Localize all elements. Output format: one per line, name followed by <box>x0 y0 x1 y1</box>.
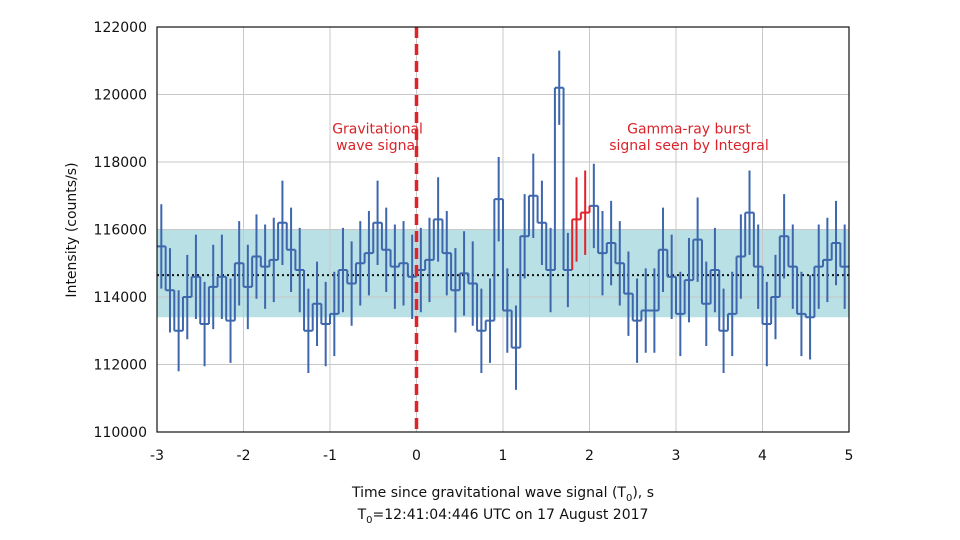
y-axis-title: Intensity (counts/s) <box>64 162 80 297</box>
y-tick-label: 110000 <box>94 425 147 441</box>
y-tick-label: 116000 <box>94 223 147 239</box>
y-tick-labels: 110000 112000 114000 116000 118000 120000 1220… <box>94 20 147 441</box>
x-tick-label: 1 <box>499 448 508 464</box>
grb-highlight-series <box>571 170 591 270</box>
t0-sub: 0 <box>366 515 372 526</box>
y-tick-label: 112000 <box>94 358 147 374</box>
x-tick-label: -2 <box>237 448 251 464</box>
annotation-line1: Gamma-ray burst <box>627 121 751 137</box>
x-axis-title: Time since gravitational wave signal (T0… <box>351 485 654 504</box>
x-tick-labels: -3 -2 -1 0 1 2 3 4 5 <box>150 448 853 464</box>
t0-value: =12:41:04:446 UTC on 17 August 2017 <box>373 507 649 523</box>
plot-frame <box>156 26 850 433</box>
x-tick-label: 2 <box>585 448 594 464</box>
intensity-series <box>157 50 849 390</box>
x-axis-title-sub: 0 <box>626 493 632 504</box>
y-tick-label: 118000 <box>94 155 147 171</box>
t0-prefix: T <box>357 507 367 523</box>
x-axis-title-main: Time since gravitational wave signal (T <box>351 485 626 501</box>
annotation-line1: Gravitational <box>332 121 423 137</box>
x-tick-label: 4 <box>758 448 767 464</box>
x-tick-label: 3 <box>672 448 681 464</box>
x-tick-label: -1 <box>323 448 337 464</box>
x-tick-label: -3 <box>150 448 164 464</box>
y-tick-label: 114000 <box>94 290 147 306</box>
annotation-line2: signal seen by Integral <box>609 138 769 154</box>
x-tick-label: 5 <box>845 448 854 464</box>
x-tick-label: 0 <box>412 448 421 464</box>
annotation-line2: wave signal <box>336 138 419 154</box>
plot-frame-rect <box>156 26 850 433</box>
y-tick-label: 122000 <box>94 20 147 36</box>
y-tick-label: 120000 <box>94 88 147 104</box>
x-axis-title-line2: T0=12:41:04:446 UTC on 17 August 2017 <box>357 507 649 526</box>
x-axis-title-suffix: ), s <box>632 485 654 501</box>
